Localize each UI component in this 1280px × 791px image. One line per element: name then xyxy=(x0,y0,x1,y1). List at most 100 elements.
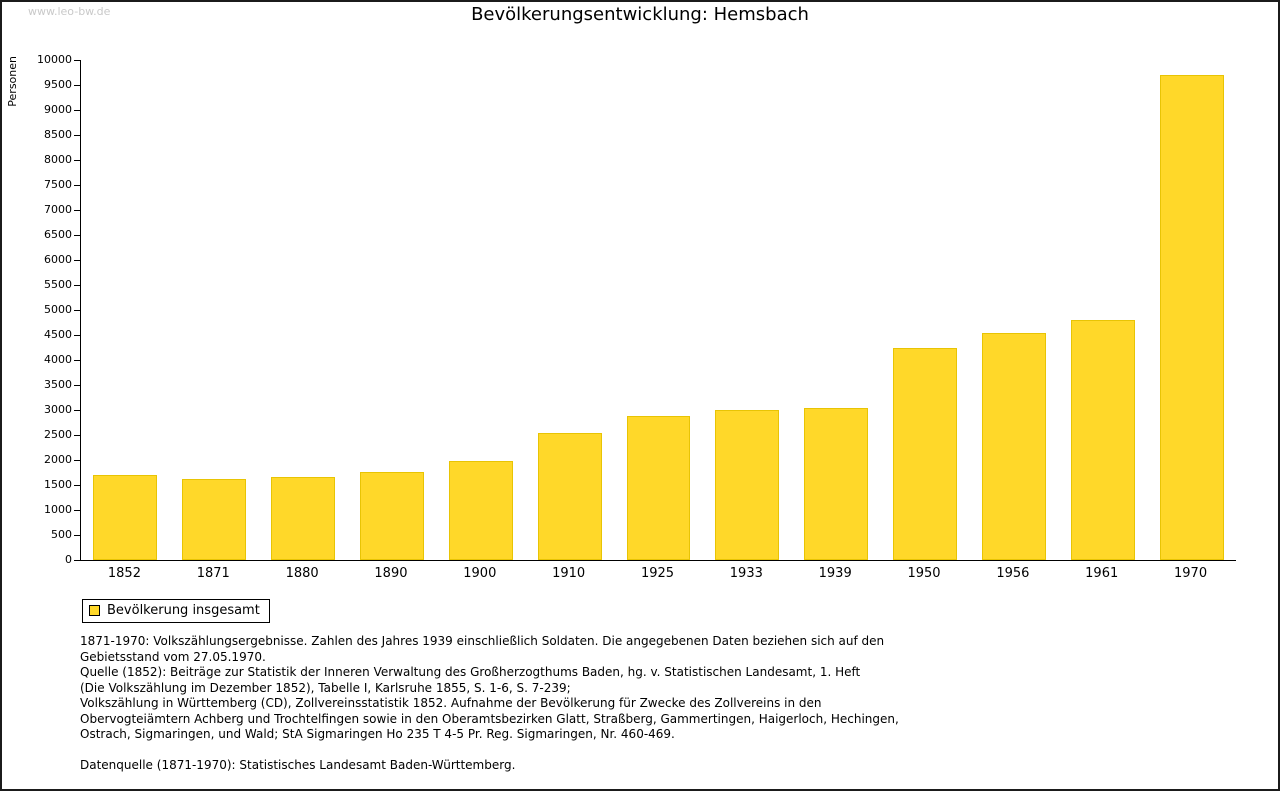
x-tick-label: 1956 xyxy=(996,566,1030,581)
y-tick-mark xyxy=(74,435,80,436)
bar-slot xyxy=(348,60,437,560)
bar-slot xyxy=(792,60,881,560)
y-tick-mark xyxy=(74,535,80,536)
footnote-line: Quelle (1852): Beiträge zur Statistik de… xyxy=(80,665,861,679)
legend-label: Bevölkerung insgesamt xyxy=(107,603,260,618)
y-tick-label: 2000 xyxy=(44,453,72,466)
y-tick-mark xyxy=(74,485,80,486)
bar-slot xyxy=(881,60,970,560)
y-tick-label: 3000 xyxy=(44,403,72,416)
y-tick-mark xyxy=(74,310,80,311)
bar-slot xyxy=(1147,60,1236,560)
bar-1890 xyxy=(359,471,424,560)
y-tick-mark xyxy=(74,85,80,86)
bar-1970 xyxy=(1159,75,1224,560)
y-tick-label: 8500 xyxy=(44,128,72,141)
y-tick-mark xyxy=(74,460,80,461)
x-tick-label: 1939 xyxy=(818,566,852,581)
footnote-line: Volkszählung in Württemberg (CD), Zollve… xyxy=(80,696,822,710)
y-tick-label: 1000 xyxy=(44,503,72,516)
y-tick-label: 10000 xyxy=(37,53,72,66)
y-tick-mark xyxy=(74,110,80,111)
x-tick-label: 1900 xyxy=(463,566,497,581)
legend-color-swatch-icon xyxy=(89,605,100,616)
footnote-line: (Die Volkszählung im Dezember 1852), Tab… xyxy=(80,680,571,695)
y-tick-mark xyxy=(74,185,80,186)
y-tick-label: 9500 xyxy=(44,78,72,91)
bar-1871 xyxy=(182,479,247,560)
x-axis-tick-labels: 1852 1871 1880 1890 1900 1910 1925 1933 1939 1950… xyxy=(80,566,1235,581)
y-tick-mark xyxy=(74,510,80,511)
y-tick-label: 4500 xyxy=(44,328,72,341)
bar-slot xyxy=(81,60,170,560)
y-tick-mark xyxy=(74,210,80,211)
y-tick-label: 1500 xyxy=(44,478,72,491)
y-tick-label: 0 xyxy=(65,553,72,566)
y-tick-mark xyxy=(74,410,80,411)
x-tick-label: 1852 xyxy=(107,566,141,581)
footnote-line xyxy=(80,743,1190,759)
y-axis-tick-marks xyxy=(74,60,80,561)
x-tick-label: 1970 xyxy=(1174,566,1208,581)
y-tick-label: 4000 xyxy=(44,353,72,366)
bar-slot xyxy=(703,60,792,560)
footnote-line: Datenquelle (1871-1970): Statistisches L… xyxy=(80,758,516,772)
y-tick-label: 5000 xyxy=(44,303,72,316)
x-tick-label: 1933 xyxy=(729,566,763,581)
x-tick-label: 1950 xyxy=(907,566,941,581)
y-tick-label: 6500 xyxy=(44,228,72,241)
y-tick-label: 5500 xyxy=(44,278,72,291)
y-tick-label: 9000 xyxy=(44,103,72,116)
x-tick-label: 1871 xyxy=(196,566,230,581)
y-tick-mark xyxy=(74,285,80,286)
bar-slot xyxy=(259,60,348,560)
y-tick-mark xyxy=(74,385,80,386)
y-tick-mark xyxy=(74,335,80,336)
source-footnotes: 1871-1970: Volkszählungsergebnisse. Zahl… xyxy=(80,634,1190,774)
bar-slot xyxy=(170,60,259,560)
y-tick-label: 7000 xyxy=(44,203,72,216)
y-tick-label: 8000 xyxy=(44,153,72,166)
x-tick-label: 1890 xyxy=(374,566,408,581)
bar-series xyxy=(81,60,1236,560)
y-tick-mark xyxy=(74,260,80,261)
y-tick-mark xyxy=(74,135,80,136)
x-tick-label: 1925 xyxy=(640,566,675,581)
footnote-line: Gebietsstand vom 27.05.1970. xyxy=(80,649,266,664)
bar-1956 xyxy=(981,332,1046,560)
bar-1950 xyxy=(893,347,957,560)
x-tick-label: 1910 xyxy=(552,566,586,581)
y-tick-label: 6000 xyxy=(44,253,72,266)
y-axis-tick-labels: 0 500 1000 1500 2000 2500 3000 3500 4000 4500 5000… xyxy=(0,54,72,566)
y-tick-mark xyxy=(74,560,80,561)
x-tick-label: 1961 xyxy=(1085,566,1119,581)
legend: Bevölkerung insgesamt xyxy=(82,599,270,623)
bar-slot xyxy=(614,60,703,560)
chart-title: Bevölkerungsentwicklung: Hemsbach xyxy=(471,4,809,25)
bar-1910 xyxy=(537,433,602,560)
bar-1900 xyxy=(448,461,513,560)
y-tick-label: 7500 xyxy=(44,178,72,191)
bar-1852 xyxy=(93,475,158,560)
y-tick-label: 500 xyxy=(51,528,72,541)
x-tick-label: 1880 xyxy=(285,566,319,581)
y-tick-mark xyxy=(74,235,80,236)
site-watermark: www.leo-bw.de xyxy=(28,5,111,18)
bar-1961 xyxy=(1070,320,1135,560)
y-tick-label: 3500 xyxy=(44,378,72,391)
chart-plot-area xyxy=(80,60,1236,561)
bar-slot xyxy=(1058,60,1147,560)
bar-1880 xyxy=(271,477,336,560)
bar-slot xyxy=(969,60,1058,560)
bar-slot xyxy=(436,60,525,560)
bar-1933 xyxy=(715,409,780,560)
bar-slot xyxy=(525,60,614,560)
y-tick-label: 2500 xyxy=(44,428,72,441)
bar-1925 xyxy=(626,416,691,560)
footnote-line: Obervogteiämtern Achberg und Trochtelfin… xyxy=(80,711,899,726)
y-tick-mark xyxy=(74,160,80,161)
bar-1939 xyxy=(804,408,869,560)
footnote-line: Ostrach, Sigmaringen, und Wald; StA Sigm… xyxy=(80,727,675,741)
footnote-line: 1871-1970: Volkszählungsergebnisse. Zahl… xyxy=(80,634,885,648)
y-tick-mark xyxy=(74,60,80,61)
